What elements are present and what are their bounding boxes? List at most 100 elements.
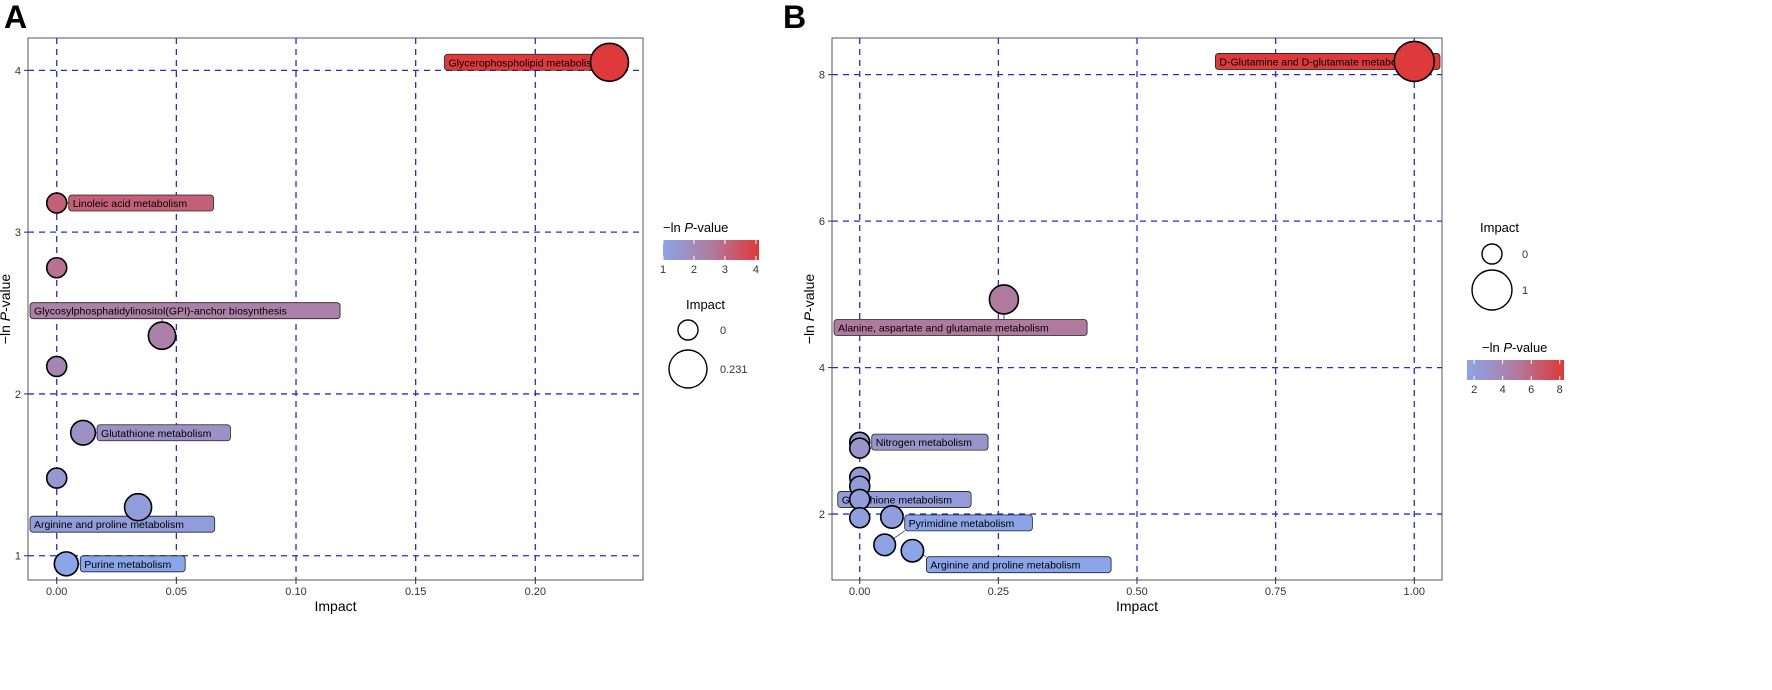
color-legend-title-suffix: -value bbox=[693, 220, 728, 235]
point-label-box bbox=[68, 194, 214, 212]
point-label-box bbox=[904, 514, 1033, 532]
y-tick-label: 6 bbox=[819, 216, 825, 228]
y-tick-label: 8 bbox=[819, 70, 825, 82]
color-legend-tick-label: 4 bbox=[753, 264, 759, 276]
color-legend-title-italic: P bbox=[1503, 340, 1512, 355]
x-tick-label: 0.00 bbox=[46, 586, 67, 598]
panel-letter: B bbox=[783, 0, 806, 35]
y-axis-title: −ln P-value bbox=[0, 274, 13, 345]
color-legend-bar bbox=[663, 240, 759, 260]
color-legend-tick-label: 6 bbox=[1528, 384, 1534, 396]
size-legend-title: Impact bbox=[1480, 220, 1519, 235]
data-point bbox=[147, 321, 177, 351]
legend: −ln P-value 2 4 6 8 Impact 0 1 bbox=[1467, 220, 1564, 396]
color-legend-title-italic: P bbox=[684, 220, 693, 235]
x-axis-title: Impact bbox=[314, 598, 356, 614]
data-point bbox=[123, 492, 153, 522]
legend: −ln P-value 1 2 3 4 Impact 0 0.231 bbox=[660, 220, 759, 389]
data-point bbox=[45, 355, 68, 378]
x-tick-label: 0.15 bbox=[405, 586, 426, 598]
x-tick-label: 0.25 bbox=[988, 586, 1009, 598]
point-label-box bbox=[96, 424, 231, 442]
y-tick-label: 3 bbox=[15, 227, 21, 239]
x-tick-label: 0.75 bbox=[1265, 586, 1286, 598]
y-axis-title-prefix: −ln bbox=[801, 321, 817, 344]
data-point bbox=[848, 437, 871, 459]
data-point bbox=[848, 506, 871, 529]
x-tick-label: 0.00 bbox=[849, 586, 870, 598]
x-tick-label: 0.10 bbox=[285, 586, 306, 598]
size-legend-label: 0.231 bbox=[720, 364, 748, 376]
y-axis-title-suffix: -value bbox=[0, 274, 13, 312]
point-label: Purine metabolism bbox=[84, 559, 171, 571]
color-legend-title: −ln P-value bbox=[1482, 340, 1547, 355]
point-label-box bbox=[833, 319, 1088, 336]
y-axis-title-italic: P bbox=[801, 311, 817, 321]
color-legend-tick-label: 1 bbox=[660, 264, 666, 276]
point-label: Alanine, aspartate and glutamate metabol… bbox=[838, 322, 1049, 334]
color-legend-tick-label: 8 bbox=[1557, 384, 1563, 396]
label-layer: D-Glutamine and D-glutamate metabolism Al… bbox=[833, 53, 1441, 574]
color-legend-title-prefix: −ln bbox=[663, 220, 684, 235]
data-point bbox=[45, 192, 68, 214]
y-axis-title-suffix: -value bbox=[801, 274, 817, 312]
point-label-box bbox=[29, 515, 216, 533]
data-point bbox=[879, 505, 904, 530]
point-label-box bbox=[29, 302, 341, 320]
y-tick-label: 2 bbox=[15, 389, 21, 401]
size-legend-label: 1 bbox=[1522, 285, 1528, 297]
color-legend-tick-label: 4 bbox=[1500, 384, 1506, 396]
x-tick-label: 1.00 bbox=[1404, 586, 1425, 598]
color-legend-title-prefix: −ln bbox=[1482, 340, 1503, 355]
point-label: Pyrimidine metabolism bbox=[909, 518, 1015, 530]
x-tick-label: 0.50 bbox=[1126, 586, 1147, 598]
data-point bbox=[53, 551, 80, 577]
y-tick-label: 2 bbox=[819, 509, 825, 521]
data-point bbox=[1393, 40, 1436, 83]
color-legend-tick-label: 2 bbox=[1471, 384, 1477, 396]
point-label-box bbox=[1215, 53, 1441, 70]
data-point bbox=[848, 488, 871, 511]
x-axis-title: Impact bbox=[1116, 598, 1158, 614]
color-legend-tick-label: 2 bbox=[691, 264, 697, 276]
color-legend-tick-label: 3 bbox=[722, 264, 728, 276]
point-label-box bbox=[79, 555, 186, 573]
data-point bbox=[988, 284, 1020, 315]
size-legend-circle bbox=[1471, 269, 1513, 311]
point-label: D-Glutamine and D-glutamate metabolism bbox=[1219, 56, 1415, 68]
y-tick-label: 1 bbox=[15, 551, 21, 563]
color-legend-title: −ln P-value bbox=[663, 220, 728, 235]
data-point bbox=[900, 538, 925, 563]
label-layer: Glycerophospholipid metabolism Linoleic a… bbox=[29, 53, 624, 573]
y-tick-label: 4 bbox=[819, 363, 825, 375]
size-legend-circle bbox=[1481, 243, 1503, 265]
color-legend-bar bbox=[1467, 360, 1564, 380]
point-label: Glycosylphosphatidylinositol(GPI)-anchor… bbox=[34, 306, 287, 318]
y-axis-title-prefix: −ln bbox=[0, 321, 13, 344]
panel-letter: A bbox=[4, 0, 27, 35]
data-point bbox=[873, 533, 897, 557]
data-point bbox=[45, 256, 68, 279]
data-point bbox=[69, 419, 97, 446]
size-legend-label: 0 bbox=[1522, 249, 1528, 261]
point-label: Nitrogen metabolism bbox=[876, 437, 973, 449]
size-legend-title: Impact bbox=[686, 297, 725, 312]
y-tick-label: 4 bbox=[15, 65, 21, 77]
y-axis-title-italic: P bbox=[0, 311, 13, 321]
point-label: Glutathione metabolism bbox=[101, 428, 212, 440]
point-label: Linoleic acid metabolism bbox=[73, 198, 188, 210]
point-label-box bbox=[837, 491, 972, 508]
x-tick-label: 0.05 bbox=[166, 586, 187, 598]
point-label: Glycerophospholipid metabolism bbox=[448, 57, 600, 69]
size-legend-circle bbox=[677, 319, 699, 341]
data-point bbox=[45, 467, 68, 489]
point-label-box bbox=[926, 556, 1112, 574]
y-axis-title: −ln P-value bbox=[801, 274, 817, 345]
point-label: Arginine and proline metabolism bbox=[34, 519, 184, 531]
size-legend-circle bbox=[668, 349, 708, 389]
color-legend-title-suffix: -value bbox=[1512, 340, 1547, 355]
size-legend-label: 0 bbox=[720, 325, 726, 337]
